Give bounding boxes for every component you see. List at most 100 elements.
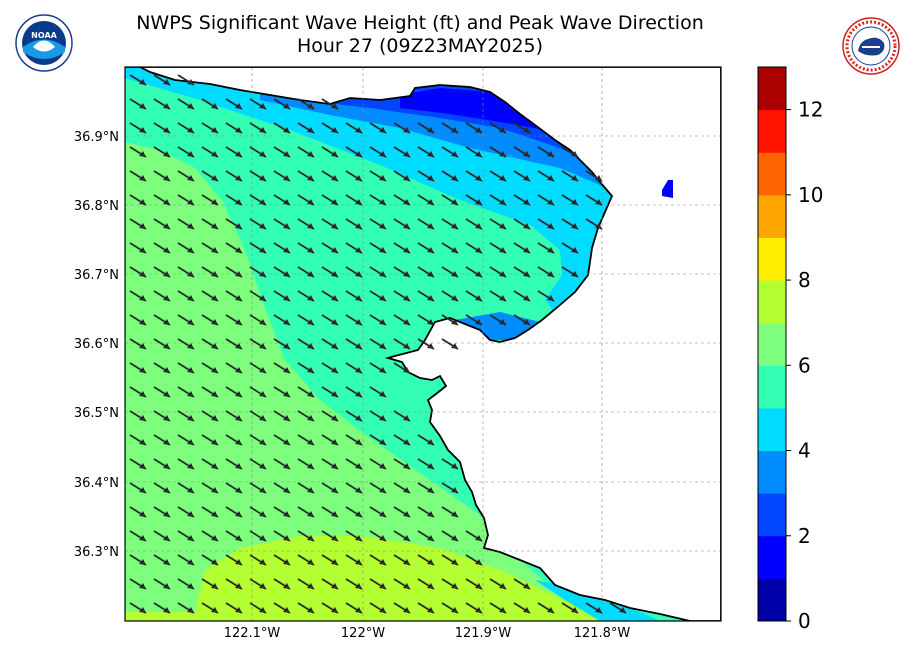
wave-direction-arrow [513,314,531,326]
wave-direction-arrow [153,434,171,446]
wave-direction-arrow [177,290,195,302]
wave-direction-arrow [321,194,339,206]
wave-direction-arrow [225,266,243,278]
wave-direction-arrow [489,122,507,134]
wave-direction-arrow [273,578,291,590]
wave-direction-arrow [201,290,219,302]
wave-direction-arrow [321,170,339,182]
wave-direction-arrow [321,98,339,110]
wave-direction-arrow [561,266,579,278]
wave-direction-arrow [129,290,147,302]
wave-direction-arrow [537,290,555,302]
wave-direction-arrow [465,290,483,302]
wave-direction-arrow [177,410,195,422]
wave-direction-arrow [153,242,171,254]
wave-direction-arrow [417,218,435,230]
wave-direction-arrow [345,170,363,182]
colorbar-tick-label: 12 [798,98,823,122]
wave-direction-arrow [393,530,411,542]
wave-direction-arrow [153,482,171,494]
latitude-label: 36.5°N [74,406,119,421]
wave-direction-arrow [345,314,363,326]
wave-direction-arrow [201,482,219,494]
wave-direction-arrow [177,434,195,446]
wave-direction-arrow [177,458,195,470]
wave-direction-arrow [249,410,267,422]
wave-direction-arrow [177,530,195,542]
wave-direction-arrow [201,314,219,326]
wave-direction-arrow [201,602,219,614]
wave-direction-arrow [393,290,411,302]
wave-direction-arrow [321,266,339,278]
wave-direction-arrow [153,458,171,470]
wave-direction-arrow [369,266,387,278]
wave-direction-arrow [465,554,483,566]
wave-direction-arrow [393,170,411,182]
chart-title: NWPS Significant Wave Height (ft) and Pe… [136,12,704,34]
wave-direction-arrow [153,170,171,182]
wave-direction-arrow [273,506,291,518]
wave-direction-arrow [441,170,459,182]
wave-direction-arrow [273,386,291,398]
wave-direction-arrow [201,530,219,542]
wave-direction-arrow [297,266,315,278]
wave-direction-arrow [273,458,291,470]
wave-direction-arrow [561,170,579,182]
wave-direction-arrow [465,146,483,158]
wave-direction-arrow [225,146,243,158]
wave-direction-arrow [417,146,435,158]
wave-direction-arrow [225,530,243,542]
wave-direction-arrow [249,530,267,542]
wave-direction-arrow [297,98,315,110]
wave-direction-arrow [561,242,579,254]
wave-direction-arrow [513,266,531,278]
wave-direction-arrow [201,362,219,374]
wave-direction-arrow [417,458,435,470]
wave-direction-arrow [369,194,387,206]
wave-direction-arrow [345,218,363,230]
wave-direction-arrow [369,386,387,398]
colorbar-tick-label: 8 [798,268,811,292]
wave-direction-arrow [129,578,147,590]
wave-direction-arrow [345,362,363,374]
longitude-label: 121.8°W [574,626,631,641]
wave-direction-arrow [297,482,315,494]
wave-direction-arrow [273,482,291,494]
wave-direction-arrow [201,170,219,182]
colorbar-segment [758,280,786,324]
wave-direction-arrow [321,506,339,518]
wave-direction-arrow [297,218,315,230]
wave-direction-arrow [129,74,147,86]
colorbar-segment [758,578,786,622]
wave-direction-arrow [249,338,267,350]
wave-direction-arrow [489,578,507,590]
wave-direction-arrow [153,146,171,158]
wave-direction-arrow [201,386,219,398]
wave-direction-arrow [177,146,195,158]
wave-direction-arrow [321,290,339,302]
wave-direction-arrow [489,602,507,614]
wave-direction-arrow [153,314,171,326]
wave-direction-arrow [297,338,315,350]
wave-direction-arrow [345,122,363,134]
wave-direction-arrow [465,314,483,326]
wave-direction-arrow [249,458,267,470]
wave-direction-arrow [537,146,555,158]
wave-direction-arrow [465,530,483,542]
wave-direction-arrow [249,242,267,254]
wave-direction-arrow [153,530,171,542]
wave-direction-arrow [153,554,171,566]
wave-direction-arrow [585,602,603,614]
wave-direction-arrow [369,170,387,182]
peak-wave-direction-arrows [129,74,627,614]
wave-direction-arrow [561,146,579,158]
wave-direction-arrow [273,194,291,206]
wave-direction-arrow [297,530,315,542]
wave-direction-arrow [513,122,531,134]
wave-direction-arrow [129,314,147,326]
wave-direction-arrow [177,170,195,182]
wave-direction-arrow [537,218,555,230]
wave-direction-arrow [129,194,147,206]
longitude-labels: 122.1°W 122°W 121.9°W 121.8°W [224,626,631,641]
wave-direction-arrow [249,314,267,326]
